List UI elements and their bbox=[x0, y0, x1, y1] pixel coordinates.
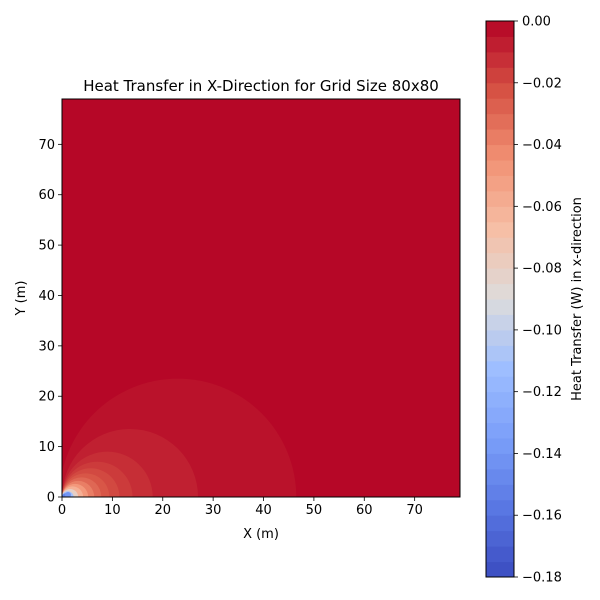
y-axis-ticks: 0 10 20 30 40 50 60 70 bbox=[38, 138, 62, 506]
colorbar-band bbox=[486, 283, 514, 300]
contour-layer bbox=[62, 378, 297, 497]
colorbar-band bbox=[486, 391, 514, 408]
y-tick-label: 30 bbox=[38, 339, 55, 354]
colorbar-tick-label: −0.04 bbox=[522, 138, 562, 153]
colorbar-band bbox=[486, 206, 514, 223]
colorbar-band bbox=[486, 329, 514, 346]
colorbar-tick-label: −0.16 bbox=[522, 509, 562, 524]
chart-title: Heat Transfer in X-Direction for Grid Si… bbox=[83, 77, 439, 95]
colorbar-tick-label: −0.18 bbox=[522, 571, 562, 586]
colorbar-tick-label: −0.02 bbox=[522, 76, 562, 91]
y-tick-label: 10 bbox=[38, 440, 55, 455]
colorbar-band bbox=[486, 515, 514, 532]
y-tick-label: 70 bbox=[38, 138, 55, 153]
colorbar-band bbox=[486, 67, 514, 84]
x-axis-label: X (m) bbox=[243, 527, 279, 542]
colorbar-tick-label: −0.06 bbox=[522, 200, 562, 215]
colorbar-level-bands bbox=[486, 21, 514, 578]
colorbar-tick-label: −0.12 bbox=[522, 385, 562, 400]
colorbar-band bbox=[486, 221, 514, 238]
colorbar-band bbox=[486, 299, 514, 315]
colorbar-frame bbox=[485, 20, 515, 578]
colorbar-band bbox=[486, 144, 514, 161]
colorbar-band bbox=[486, 237, 514, 254]
y-tick-label: 60 bbox=[38, 188, 55, 203]
colorbar-band bbox=[486, 530, 514, 547]
colorbar-band bbox=[486, 268, 514, 285]
colorbar-band bbox=[486, 160, 514, 176]
colorbar-band bbox=[486, 175, 514, 192]
colorbar-band bbox=[486, 252, 514, 269]
colorbar-band bbox=[486, 113, 514, 130]
x-tick-label: 30 bbox=[205, 503, 222, 518]
x-tick-label: 20 bbox=[154, 503, 171, 518]
x-tick-label: 10 bbox=[104, 503, 121, 518]
colorbar-band bbox=[486, 499, 514, 516]
colorbar-tick-label: −0.08 bbox=[522, 262, 562, 277]
y-tick-label: 20 bbox=[38, 390, 55, 405]
colorbar-band bbox=[486, 82, 514, 99]
y-tick-label: 0 bbox=[47, 491, 55, 506]
plot-frame bbox=[61, 98, 461, 498]
colorbar: 0.00 −0.02 −0.04 −0.06 −0.08 −0.10 −0.12 −0.14 −… bbox=[485, 15, 585, 586]
colorbar-band bbox=[486, 453, 514, 470]
colorbar-label: Heat Transfer (W) in x-direction bbox=[570, 197, 585, 401]
colorbar-tick-label: 0.00 bbox=[522, 15, 551, 30]
colorbar-band bbox=[486, 561, 514, 578]
colorbar-band bbox=[486, 546, 514, 563]
x-axis-ticks: 0 10 20 30 40 50 60 70 bbox=[58, 497, 423, 518]
colorbar-band bbox=[486, 407, 514, 424]
colorbar-band bbox=[486, 129, 514, 146]
colorbar-band bbox=[486, 21, 514, 37]
x-tick-label: 50 bbox=[306, 503, 323, 518]
colorbar-band bbox=[486, 468, 514, 485]
colorbar-band bbox=[486, 98, 514, 115]
colorbar-band bbox=[486, 484, 514, 501]
y-tick-label: 40 bbox=[38, 289, 55, 304]
colorbar-band bbox=[486, 36, 514, 53]
colorbar-band bbox=[486, 438, 514, 454]
colorbar-band bbox=[486, 376, 514, 393]
y-tick-label: 50 bbox=[38, 239, 55, 254]
source-point bbox=[65, 492, 71, 497]
colorbar-ticks: 0.00 −0.02 −0.04 −0.06 −0.08 −0.10 −0.12 −0.14 −… bbox=[514, 15, 562, 586]
y-axis-label: Y (m) bbox=[14, 281, 29, 317]
colorbar-band bbox=[486, 422, 514, 439]
colorbar-band bbox=[486, 360, 514, 377]
colorbar-tick-label: −0.10 bbox=[522, 323, 562, 338]
plot-area bbox=[62, 99, 460, 497]
colorbar-tick-label: −0.14 bbox=[522, 447, 562, 462]
x-tick-label: 0 bbox=[58, 503, 66, 518]
colorbar-band bbox=[486, 345, 514, 362]
colorbar-band bbox=[486, 190, 514, 207]
x-tick-label: 40 bbox=[255, 503, 272, 518]
x-tick-label: 70 bbox=[406, 503, 423, 518]
colorbar-band bbox=[486, 314, 514, 331]
x-tick-label: 60 bbox=[356, 503, 373, 518]
colorbar-band bbox=[486, 51, 514, 68]
